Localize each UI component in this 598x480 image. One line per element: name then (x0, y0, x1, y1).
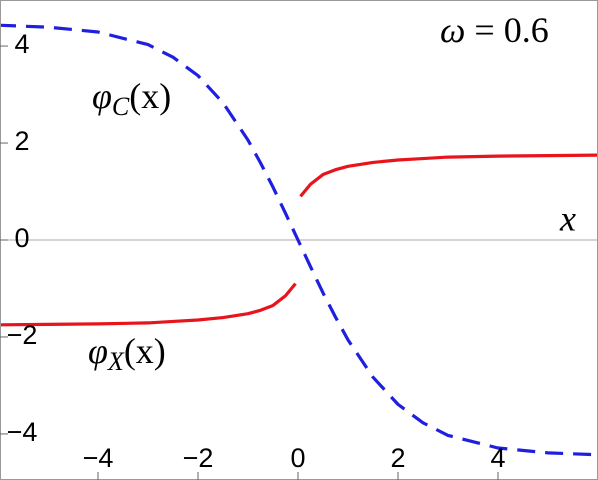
y-tick-label: 2 (14, 126, 29, 156)
x-tick-label: 4 (490, 443, 505, 473)
series-line (1, 23, 597, 457)
phi-c-label: φC(x) (92, 76, 171, 121)
phi: φ (88, 331, 108, 371)
y-tick-label: −4 (7, 417, 38, 447)
x-axis-label: x (559, 198, 576, 238)
omega-value: = 0.6 (465, 10, 548, 50)
phi-x-label: φX(x) (88, 331, 166, 376)
subscript: C (112, 92, 130, 121)
y-tick-label: 4 (14, 29, 29, 59)
argument: (x) (129, 76, 171, 116)
x-tick-label: 2 (390, 443, 405, 473)
plot-area (1, 23, 597, 457)
x-tick-label: −2 (183, 443, 214, 473)
subscript: X (107, 347, 125, 376)
phi: φ (92, 76, 112, 116)
series-line (1, 153, 597, 327)
y-tick-label: −2 (7, 320, 38, 350)
omega: ω (440, 10, 465, 50)
omega-label: ω = 0.6 (440, 10, 549, 50)
y-tick-label: 0 (14, 223, 29, 253)
x-tick-label: −4 (83, 443, 114, 473)
argument: (x) (124, 331, 166, 371)
x-tick-label: 0 (290, 443, 305, 473)
